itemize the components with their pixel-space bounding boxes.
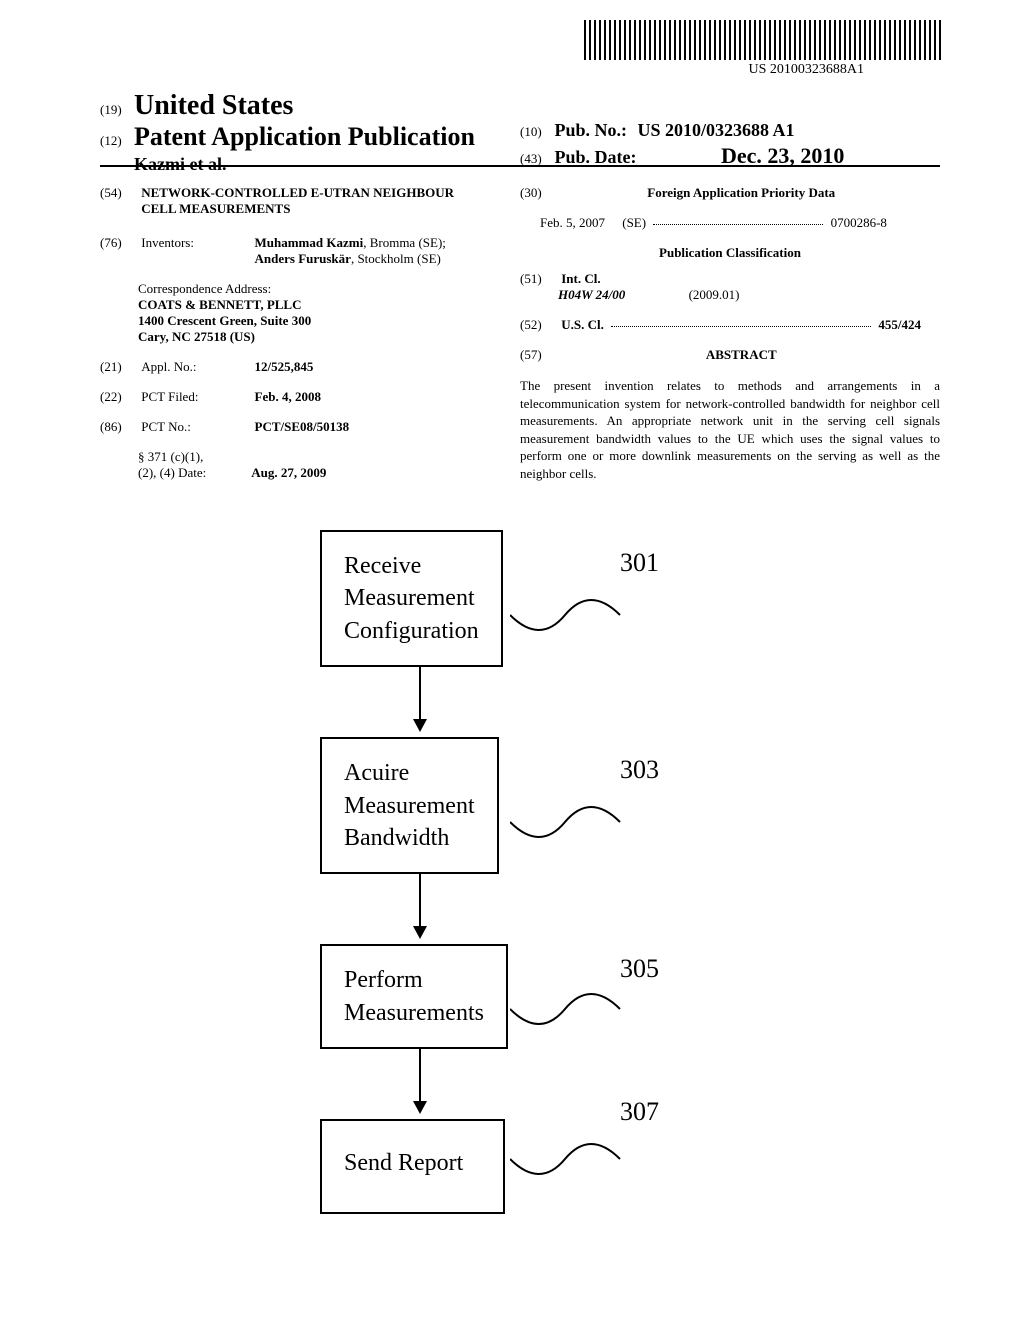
pctfiled-code: (22) (100, 389, 138, 405)
pubno: US 2010/0323688 A1 (638, 120, 795, 140)
flow-node-305: Perform Measurements (320, 944, 508, 1049)
abstract-heading: ABSTRACT (561, 347, 921, 363)
pubno-code: (10) (520, 124, 550, 140)
node-text: Measurements (344, 1000, 484, 1026)
foreign-country: (SE) (622, 215, 646, 230)
dotfill (653, 224, 823, 225)
divider (100, 165, 940, 167)
flow-label: 305 (620, 954, 659, 984)
node-text: Perform (344, 967, 423, 993)
uscl-val: 455/424 (878, 317, 921, 332)
node-text: Configuration (344, 618, 479, 644)
country: United States (134, 90, 293, 121)
dotfill2 (611, 326, 871, 327)
intcl-label: Int. Cl. (561, 271, 600, 286)
s371-label: § 371 (c)(1), (138, 449, 500, 465)
intcl-date: (2009.01) (689, 287, 740, 302)
connector-curve (510, 984, 630, 1044)
foreign-heading: Foreign Application Priority Data (561, 185, 921, 201)
flow-label: 307 (620, 1097, 659, 1127)
appl-label: Appl. No.: (141, 359, 251, 375)
s371-block: § 371 (c)(1), (2), (4) Date: Aug. 27, 20… (138, 449, 500, 481)
flowchart: Receive Measurement Configuration 301 Ac… (320, 530, 740, 1214)
connector-curve (510, 590, 630, 650)
barcode-label: US 20100323688A1 (748, 62, 864, 78)
arrow-down (410, 667, 430, 737)
pubclass-heading: Publication Classification (520, 245, 940, 261)
corr-label: Correspondence Address: (138, 281, 500, 297)
pctno-code: (86) (100, 419, 138, 435)
pctfiled-label: PCT Filed: (141, 389, 251, 405)
foreign-date: Feb. 5, 2007 (540, 215, 605, 230)
abstract-text: The present invention relates to methods… (520, 377, 940, 482)
inventor2-name: Anders Furuskär (255, 251, 351, 266)
flow-node-301: Receive Measurement Configuration (320, 530, 503, 667)
intcl-code: (51) (520, 271, 558, 287)
barcode (584, 20, 944, 60)
pctfiled: Feb. 4, 2008 (255, 389, 321, 404)
inventors-code: (76) (100, 235, 138, 251)
country-code: (19) (100, 102, 130, 118)
inventor1-rest: , Bromma (SE); (363, 235, 446, 250)
pctno-label: PCT No.: (141, 419, 251, 435)
header-left: (19) United States (12) Patent Applicati… (100, 90, 475, 175)
s371-dates-label: (2), (4) Date: (138, 465, 248, 481)
node-text: Measurement (344, 585, 475, 611)
corr-line1: COATS & BENNETT, PLLC (138, 297, 500, 313)
uscl-code: (52) (520, 317, 558, 333)
pub-type: Patent Application Publication (134, 122, 475, 151)
foreign-appno: 0700286-8 (831, 215, 887, 230)
correspondence-address: Correspondence Address: COATS & BENNETT,… (138, 281, 500, 345)
corr-line2: 1400 Crescent Green, Suite 300 (138, 313, 500, 329)
invention-title: NETWORK-CONTROLLED E-UTRAN NEIGHBOUR CEL… (141, 185, 481, 217)
inventor1-name: Muhammad Kazmi (255, 235, 364, 250)
inventor2-rest: , Stockholm (SE) (351, 251, 441, 266)
flow-label: 301 (620, 548, 659, 578)
connector-curve (510, 797, 630, 857)
node-text: Send Report (344, 1150, 463, 1176)
arrow-down (410, 874, 430, 944)
title-code: (54) (100, 185, 138, 201)
appl-no: 12/525,845 (255, 359, 314, 374)
right-column: (30) Foreign Application Priority Data F… (520, 185, 940, 482)
node-text: Bandwidth (344, 825, 449, 851)
flow-node-307: Send Report (320, 1119, 505, 1213)
flow-node-303: Acuire Measurement Bandwidth (320, 737, 499, 874)
pubtype-code: (12) (100, 133, 130, 149)
pubno-label: Pub. No.: (555, 120, 628, 140)
arrow-down (410, 1049, 430, 1119)
intcl-class: H04W 24/00 (558, 287, 625, 302)
corr-line3: Cary, NC 27518 (US) (138, 329, 500, 345)
node-text: Acuire (344, 760, 409, 786)
s371-date: Aug. 27, 2009 (251, 465, 326, 480)
inventors: Muhammad Kazmi, Bromma (SE); Anders Furu… (255, 235, 485, 267)
appl-code: (21) (100, 359, 138, 375)
inventors-label: Inventors: (141, 235, 251, 251)
node-text: Measurement (344, 793, 475, 819)
left-column: (54) NETWORK-CONTROLLED E-UTRAN NEIGHBOU… (100, 185, 500, 481)
foreign-code: (30) (520, 185, 558, 201)
abstract-code: (57) (520, 347, 558, 363)
pubdate-label: Pub. Date: (555, 147, 637, 167)
uscl-label: U.S. Cl. (561, 317, 604, 332)
flow-label: 303 (620, 755, 659, 785)
pctno: PCT/SE08/50138 (255, 419, 350, 434)
node-text: Receive (344, 553, 421, 579)
connector-curve (510, 1134, 630, 1194)
header-right: (10) Pub. No.: US 2010/0323688 A1 (43) P… (520, 120, 844, 169)
